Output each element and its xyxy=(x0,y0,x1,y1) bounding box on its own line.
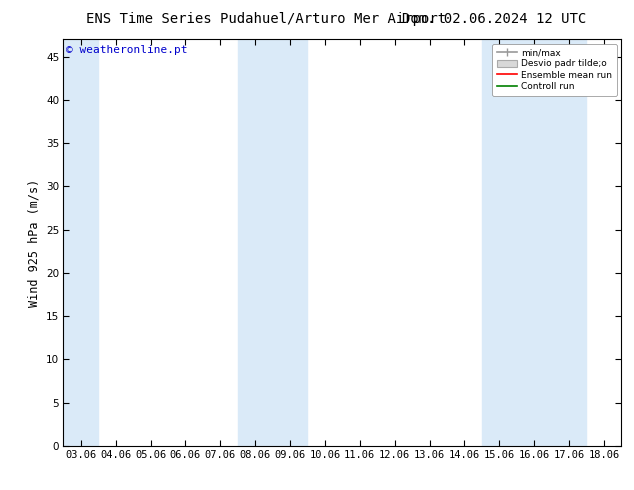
Legend: min/max, Desvio padr tilde;o, Ensemble mean run, Controll run: min/max, Desvio padr tilde;o, Ensemble m… xyxy=(493,44,617,96)
Bar xyxy=(238,39,307,446)
Bar xyxy=(63,39,98,446)
Y-axis label: Wind 925 hPa (m/s): Wind 925 hPa (m/s) xyxy=(27,178,41,307)
Text: ENS Time Series Pudahuel/Arturo Mer Airport: ENS Time Series Pudahuel/Arturo Mer Airp… xyxy=(86,12,446,26)
Text: Dom. 02.06.2024 12 UTC: Dom. 02.06.2024 12 UTC xyxy=(403,12,586,26)
Bar xyxy=(482,39,586,446)
Text: © weatheronline.pt: © weatheronline.pt xyxy=(66,45,188,55)
